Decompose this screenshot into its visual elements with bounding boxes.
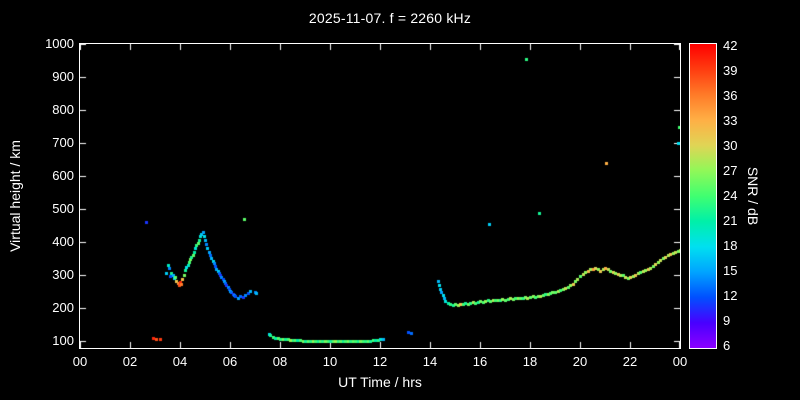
y-tick-label: 100	[52, 333, 74, 349]
y-tick-label: 900	[52, 69, 74, 85]
x-tick-label: 02	[122, 354, 138, 369]
x-tick-label: 22	[622, 354, 638, 369]
chart-title: 2025-11-07. f = 2260 kHz	[308, 10, 472, 26]
x-tick-label: 08	[272, 354, 288, 369]
x-tick-label: 12	[372, 354, 388, 369]
colorbar-tick-label: 15	[723, 263, 738, 278]
x-tick-label: 14	[422, 354, 438, 369]
scatter-plot-canvas	[80, 44, 680, 348]
x-tick-label: 00	[672, 354, 688, 369]
y-axis-label: Virtual height / km	[7, 140, 23, 252]
colorbar-tick-label: 42	[723, 38, 738, 53]
x-tick-label: 10	[322, 354, 338, 369]
y-tick-label: 1000	[45, 36, 74, 51]
x-tick-label: 04	[172, 354, 188, 369]
x-tick-label: 16	[472, 354, 488, 369]
y-tick-label: 400	[52, 234, 74, 250]
colorbar-tick-label: 39	[723, 63, 738, 78]
x-tick-label: 06	[222, 354, 238, 369]
y-tick-label: 200	[52, 300, 74, 316]
x-tick-label: 00	[72, 354, 88, 369]
colorbar-tick-label: 9	[723, 313, 731, 328]
y-tick-label: 700	[52, 135, 74, 151]
colorbar-tick-label: 24	[723, 188, 738, 203]
colorbar-tick-label: 6	[723, 338, 731, 353]
colorbar-tick-label: 21	[723, 213, 738, 228]
y-tick-label: 600	[52, 168, 74, 184]
colorbar-tick-label: 18	[723, 238, 738, 253]
y-tick-label: 800	[52, 102, 74, 118]
colorbar-tick-label: 30	[723, 138, 738, 153]
colorbar-tick-label: 12	[723, 288, 738, 303]
y-tick-label: 300	[52, 267, 74, 283]
colorbar-tick-label: 33	[723, 113, 738, 128]
y-tick-label: 500	[52, 201, 74, 217]
colorbar	[689, 43, 717, 349]
colorbar-tick-label: 36	[723, 88, 738, 103]
x-tick-label: 20	[572, 354, 588, 369]
colorbar-tick-label: 27	[723, 163, 738, 178]
x-axis-label: UT Time / hrs	[338, 374, 422, 390]
x-tick-label: 18	[522, 354, 538, 369]
